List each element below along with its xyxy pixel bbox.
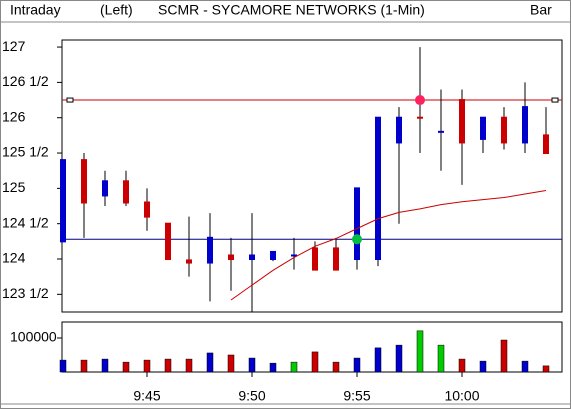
candle-body: [60, 159, 66, 243]
volume-bar: [416, 330, 424, 373]
y-tick-label: 124: [2, 250, 26, 266]
volume-bar: [479, 360, 487, 373]
axis-label: (Left): [100, 2, 133, 18]
candle-body: [543, 134, 549, 155]
line-handle: [551, 97, 559, 103]
y-tick-label: 125 1/2: [2, 144, 49, 160]
candle-body: [354, 187, 360, 261]
candle-body: [438, 130, 444, 133]
mode-label: Intraday: [10, 2, 61, 18]
volume-bar: [122, 361, 130, 373]
volume-bar: [458, 358, 466, 373]
volume-bar: [227, 354, 235, 373]
volume-bar: [437, 344, 445, 373]
candle-body: [186, 259, 192, 264]
y-tick-label: 126 1/2: [2, 73, 49, 89]
volume-bar: [353, 357, 361, 373]
volume-bar: [143, 359, 151, 373]
x-tick-label: 10:00: [444, 388, 479, 404]
candle-body: [333, 247, 339, 271]
moving-average: [230, 189, 547, 301]
marker: [415, 95, 425, 106]
candle-body: [81, 159, 87, 204]
volume-bar: [542, 365, 550, 373]
y-tick-label: 123 1/2: [2, 285, 49, 301]
candle-body: [501, 116, 507, 144]
candle-body: [480, 116, 486, 140]
candle-body: [291, 254, 297, 257]
candle-body: [144, 201, 150, 218]
candle-body: [102, 180, 108, 197]
volume-bar: [185, 358, 193, 373]
candle-body: [270, 250, 276, 261]
volume-bar: [164, 358, 172, 373]
line-handle: [66, 97, 74, 103]
x-tick-label: 9:45: [133, 388, 160, 404]
candle-body: [459, 99, 465, 144]
candle-body: [249, 254, 255, 261]
y-tick-label: 127: [2, 38, 26, 54]
volume-bar: [374, 347, 382, 373]
volume-bar: [290, 361, 298, 373]
volume-bar: [80, 359, 88, 373]
candle-body: [207, 236, 213, 264]
marker: [352, 234, 362, 245]
style-label: Bar: [530, 2, 552, 18]
candle-body: [375, 116, 381, 261]
volume-bar: [248, 357, 256, 373]
y-tick-label: 124 1/2: [2, 214, 49, 230]
candle-body: [522, 106, 528, 144]
y-tick-label: 126: [2, 108, 26, 124]
volume-bar: [332, 361, 340, 373]
volume-bar: [500, 339, 508, 373]
y-tick-label: 125: [2, 179, 26, 195]
x-tick-label: 9:55: [343, 388, 370, 404]
candle-body: [228, 254, 234, 261]
volume-bar: [269, 362, 277, 373]
volume-bar: [311, 351, 319, 373]
x-tick-label: 9:50: [238, 388, 265, 404]
volume-bar: [521, 360, 529, 373]
candle-body: [165, 222, 171, 261]
candle-body: [312, 247, 318, 271]
chart-title: SCMR - SYCAMORE NETWORKS (1-Min): [158, 2, 425, 18]
candle-body: [396, 116, 402, 144]
candle-body: [123, 180, 129, 204]
volume-bar: [101, 358, 109, 373]
volume-tick-label: 100000: [10, 329, 57, 345]
volume-bar: [206, 352, 214, 373]
candle-body: [417, 116, 423, 119]
volume-bar: [59, 359, 67, 373]
volume-bar: [395, 344, 403, 373]
